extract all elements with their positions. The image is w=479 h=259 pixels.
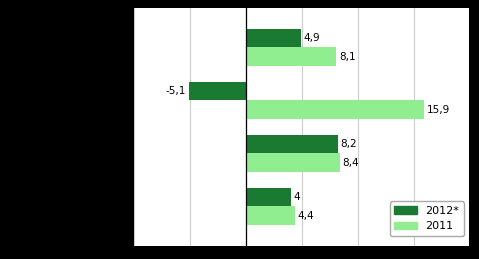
Bar [189, 82, 246, 100]
Bar [246, 153, 340, 172]
Text: 8,2: 8,2 [340, 139, 357, 149]
Bar [246, 47, 336, 66]
Text: 15,9: 15,9 [426, 105, 450, 115]
Bar [246, 206, 295, 225]
Bar [246, 29, 301, 47]
Text: 4,4: 4,4 [298, 211, 315, 221]
Bar [246, 135, 338, 153]
Legend: 2012*, 2011: 2012*, 2011 [390, 201, 464, 236]
Text: 8,1: 8,1 [339, 52, 356, 62]
Text: 4: 4 [293, 192, 300, 202]
Text: 8,4: 8,4 [342, 158, 359, 168]
Bar [246, 100, 423, 119]
Text: -5,1: -5,1 [166, 86, 186, 96]
Text: 4,9: 4,9 [304, 33, 320, 43]
Bar [246, 188, 291, 206]
